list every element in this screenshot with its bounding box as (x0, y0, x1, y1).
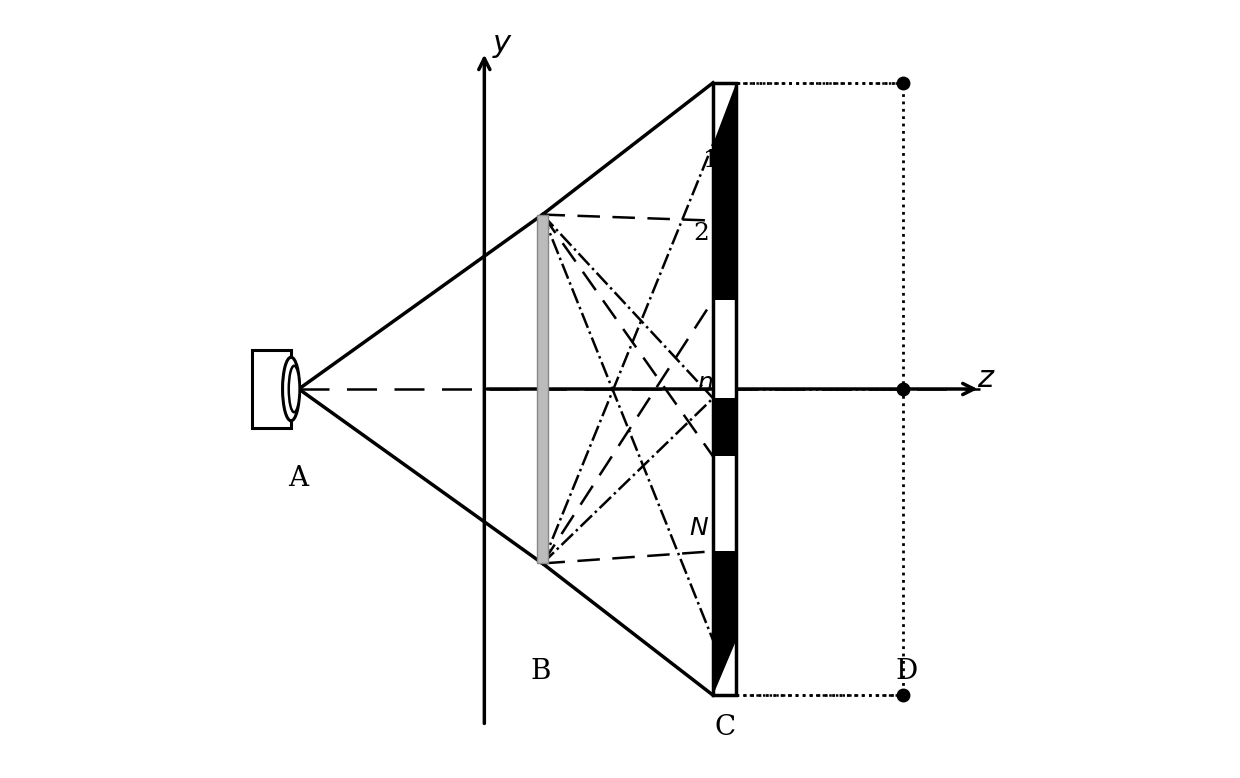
Text: B: B (531, 658, 551, 685)
Bar (713, 144, 737, 221)
Text: $z$: $z$ (977, 363, 996, 394)
Text: 1: 1 (703, 149, 718, 172)
Bar (713, 457, 737, 552)
Bar (537, 215, 548, 563)
Bar (713, 640, 737, 696)
Polygon shape (713, 82, 737, 144)
Polygon shape (713, 640, 737, 696)
Bar (252, 350, 291, 428)
Bar (713, 398, 737, 457)
Ellipse shape (289, 366, 300, 412)
Text: A: A (288, 464, 309, 492)
Bar (713, 300, 737, 398)
Bar (713, 82, 737, 696)
Text: 2: 2 (693, 223, 709, 245)
Ellipse shape (283, 357, 300, 421)
Bar (713, 552, 737, 640)
Text: C: C (714, 714, 735, 741)
Bar (713, 221, 737, 300)
Text: $N$: $N$ (689, 517, 709, 540)
Bar (737, 82, 903, 696)
Text: $y$: $y$ (491, 29, 513, 60)
Text: D: D (895, 658, 918, 685)
Bar (713, 82, 737, 144)
Text: $n$: $n$ (697, 372, 713, 395)
